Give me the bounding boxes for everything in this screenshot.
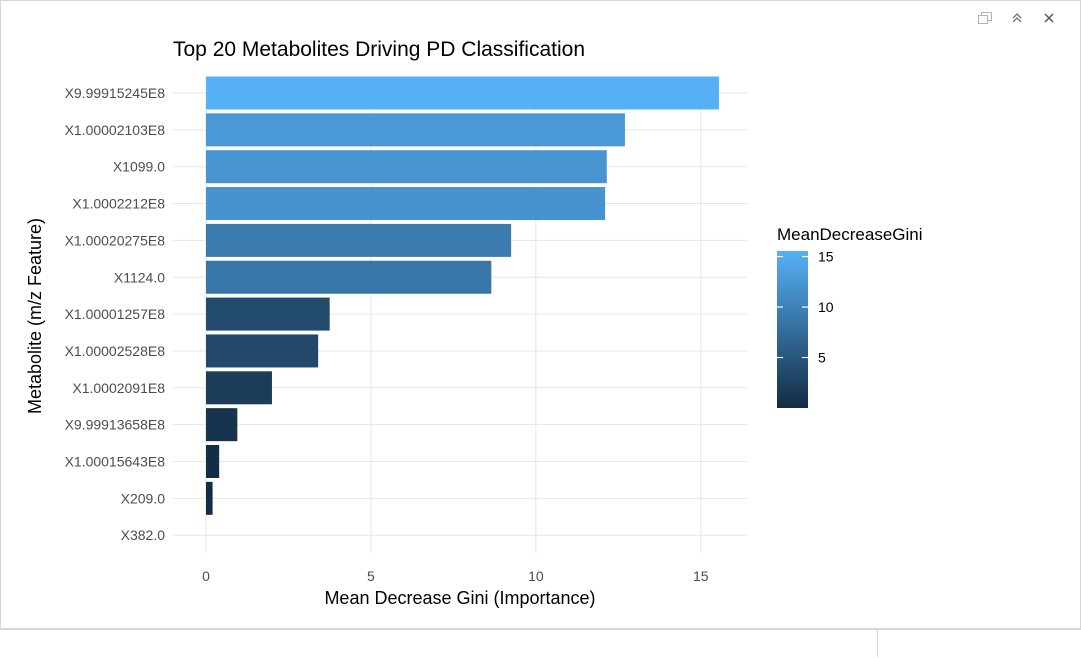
bar xyxy=(205,150,607,184)
y-tick-label: X1.00020275E8 xyxy=(65,232,166,248)
legend-tick-label: 5 xyxy=(818,350,826,366)
bar xyxy=(205,113,625,147)
bar-chart: X9.99915245E8 X1.00002103E8 X1099.0 X1.0002… xyxy=(25,38,923,608)
bottom-divider xyxy=(877,630,878,657)
x-tick-label: 0 xyxy=(202,568,210,584)
y-tick-label: X209.0 xyxy=(121,490,166,506)
bar xyxy=(205,76,719,110)
collapse-icon[interactable] xyxy=(1007,9,1027,27)
bottom-bar xyxy=(0,629,1081,658)
legend: MeanDecreaseGini 5 10 15 xyxy=(777,225,923,408)
y-tick-label: X1.0002091E8 xyxy=(72,380,165,396)
popout-icon[interactable] xyxy=(975,9,995,27)
y-tick-label: X9.99913658E8 xyxy=(65,417,166,433)
x-tick-label: 15 xyxy=(693,568,709,584)
y-tick-label: X1124.0 xyxy=(114,269,165,285)
legend-colorbar xyxy=(777,251,808,408)
y-tick-label: X1.0002212E8 xyxy=(72,196,165,212)
bar xyxy=(205,481,213,515)
legend-tick-label: 15 xyxy=(818,249,834,265)
legend-tick-label: 10 xyxy=(818,299,834,315)
bar xyxy=(205,334,319,368)
close-icon[interactable] xyxy=(1039,9,1059,27)
bar xyxy=(205,445,220,478)
y-tick-label: X9.99915245E8 xyxy=(65,85,166,101)
bar xyxy=(205,260,492,294)
bar xyxy=(205,408,238,442)
bar xyxy=(205,223,512,257)
bar xyxy=(205,371,272,405)
y-tick-label: X1.00002103E8 xyxy=(65,122,166,138)
y-tick-label: X1.00001257E8 xyxy=(65,306,166,322)
bar xyxy=(205,187,606,221)
x-axis-label: Mean Decrease Gini (Importance) xyxy=(324,588,595,608)
y-tick-label: X382.0 xyxy=(121,527,166,543)
chart-title: Top 20 Metabolites Driving PD Classifica… xyxy=(173,38,585,61)
y-tick-label: X1.00015643E8 xyxy=(65,454,166,470)
y-tick-label: X1.00002528E8 xyxy=(65,343,166,359)
y-axis-label: Metabolite (m/z Feature) xyxy=(25,218,45,414)
viewer-toolbar xyxy=(975,9,1059,27)
legend-title: MeanDecreaseGini xyxy=(777,225,923,244)
x-tick-label: 5 xyxy=(367,568,375,584)
y-tick-label: X1099.0 xyxy=(113,159,165,175)
x-tick-label: 10 xyxy=(528,568,544,584)
bar xyxy=(205,297,330,331)
